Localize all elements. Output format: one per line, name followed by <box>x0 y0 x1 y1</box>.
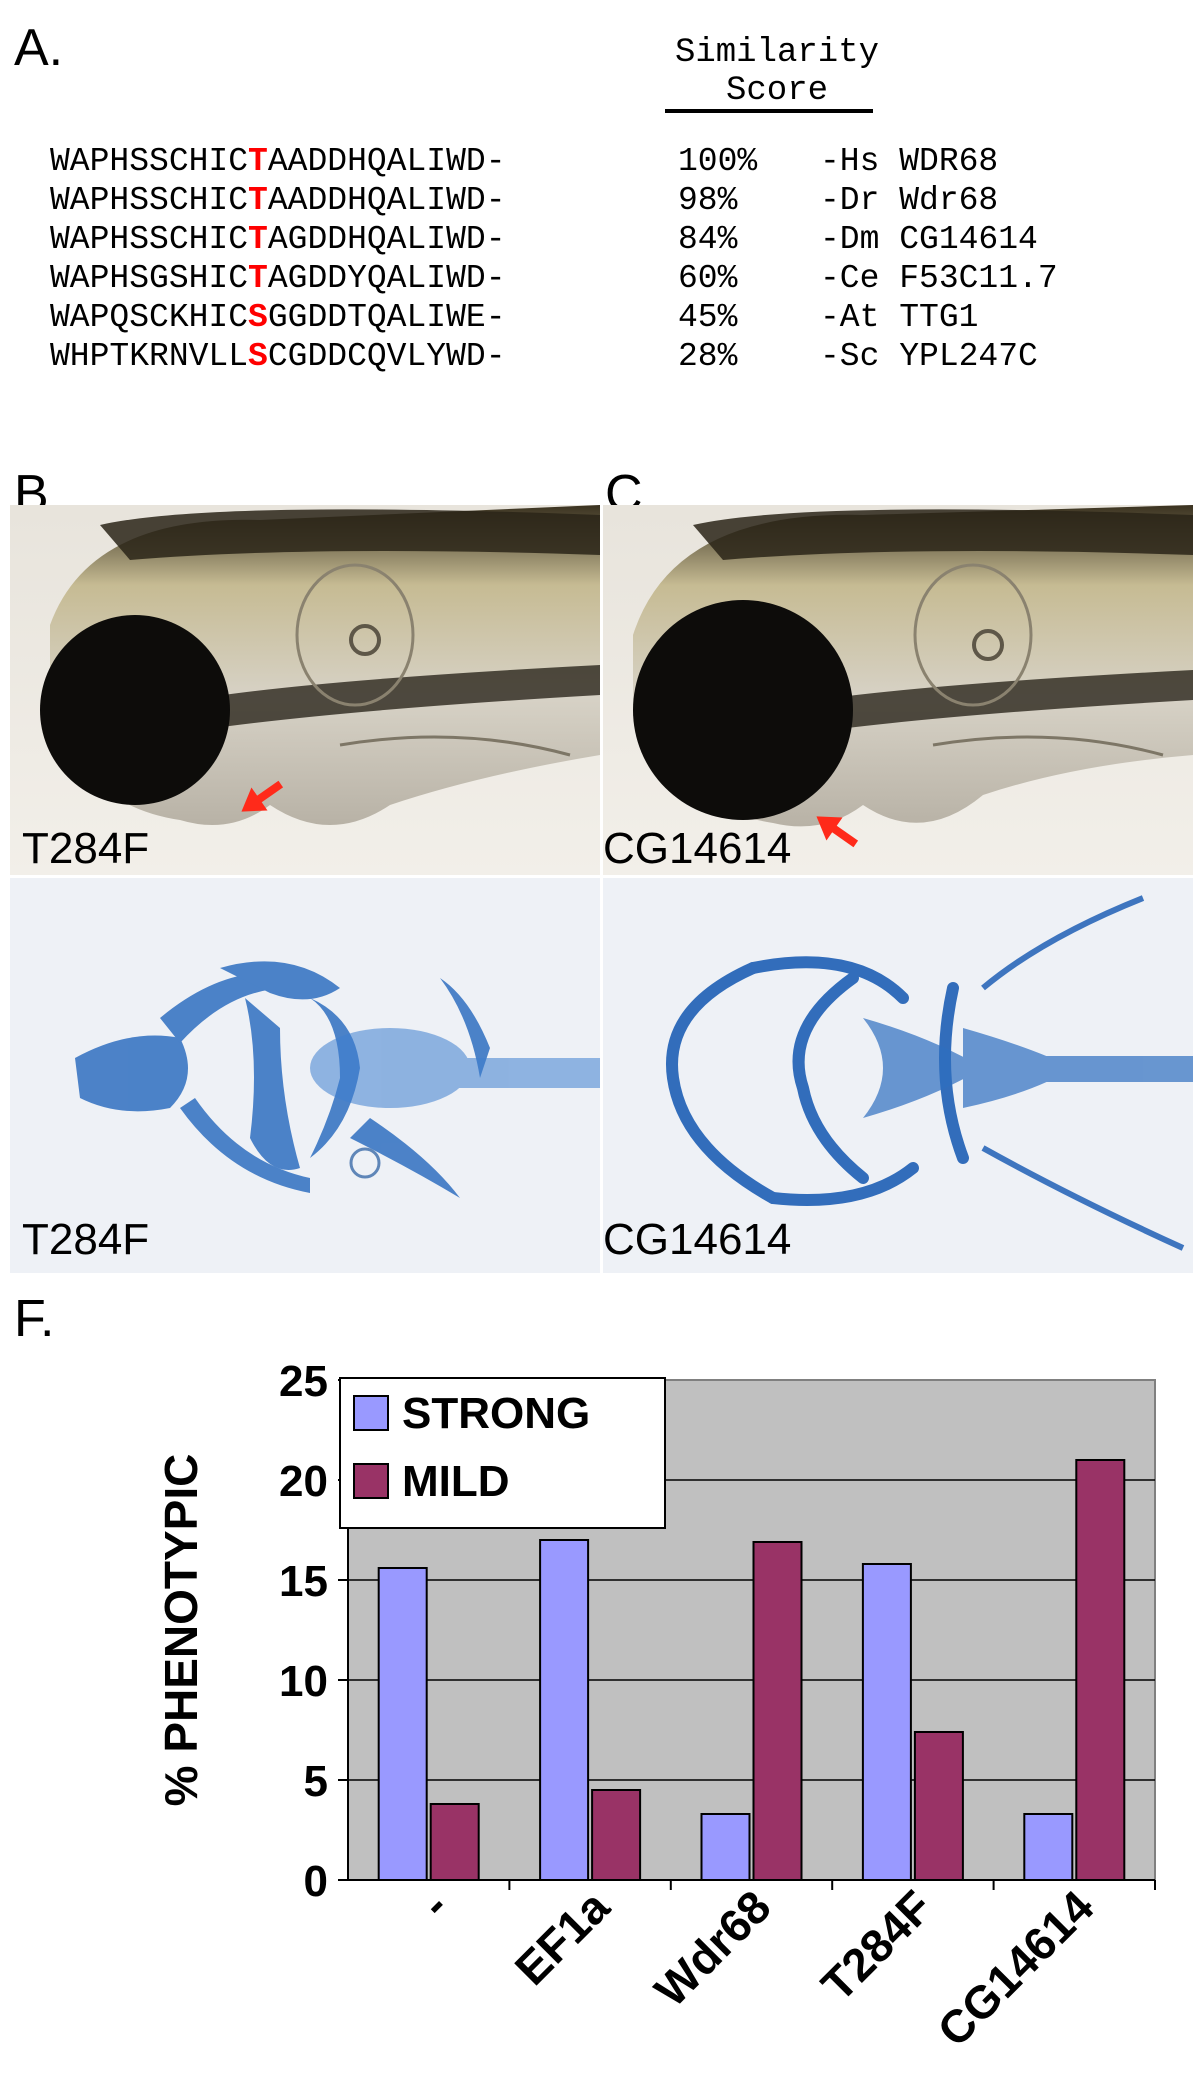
alignment-row: WAPQSCKHICSGGDDTQALIWE- 45% -At TTG1 <box>50 298 1058 337</box>
aligned-sequence: WAPHSGSHICTAGDDYQALIWD- <box>50 259 678 298</box>
y-tick-label: 10 <box>279 1657 328 1706</box>
y-axis-label: % PHENOTYPIC <box>155 1454 207 1807</box>
bar-mild <box>752 1541 803 1881</box>
sequence-suffix: AGDDYQALIWD- <box>267 260 506 297</box>
similarity-score-header: Similarity Score <box>612 34 942 110</box>
photo-b-label: T284F <box>22 824 150 873</box>
sequence-suffix: AADDHQALIWD- <box>267 182 506 219</box>
similarity-score: 28% <box>678 338 738 375</box>
aligned-sequence: WAPQSCKHICSGGDDTQALIWE- <box>50 298 678 337</box>
aligned-sequence: WAPHSSCHICTAGDDHQALIWD- <box>50 220 678 259</box>
sequence-prefix: WAPHSSCHIC <box>50 221 249 258</box>
cartilage-image-d <box>10 878 600 1273</box>
sequence-alignment: WAPHSSCHICTAADDHQALIWD- 100% -Hs WDR68 WAPH… <box>50 142 1058 376</box>
phenotype-bar-chart: 0 5 10 15 20 25 % PHENOTYPIC - EF1a Wdr68 T284FCG1… <box>155 1357 1156 2056</box>
photo-e-label: CG14614 <box>603 1215 792 1264</box>
photo-c-larva-cg14614: CG14614 <box>603 505 1193 875</box>
legend-swatch <box>353 1463 389 1499</box>
sequence-prefix: WAPQSCKHIC <box>50 299 249 336</box>
larva-image-c <box>603 505 1193 875</box>
score-header-line1: Similarity <box>674 34 880 72</box>
photo-e-cartilage-cg14614: CG14614 <box>603 878 1193 1273</box>
y-tick-label: 15 <box>279 1557 328 1606</box>
species-gene: -Dm CG14614 <box>820 221 1038 258</box>
highlighted-residue: T <box>248 260 268 297</box>
highlighted-residue: T <box>248 221 268 258</box>
alignment-row: WHPTKRNVLLSCGDDCQVLYWD- 28% -Sc YPL247C <box>50 337 1058 376</box>
highlighted-residue: S <box>248 338 268 375</box>
panel-a-label: A. <box>14 19 64 77</box>
y-tick-label: 20 <box>279 1457 328 1506</box>
alignment-row: WAPHSGSHICTAGDDYQALIWD- 60% -Ce F53C11.7 <box>50 259 1058 298</box>
bar-mild <box>591 1789 642 1881</box>
photo-d-label: T284F <box>22 1215 150 1264</box>
cartilage-image-e <box>603 878 1193 1273</box>
bar-mild <box>913 1731 964 1881</box>
sequence-suffix: GGDDTQALIWE- <box>267 299 506 336</box>
similarity-score: 84% <box>678 221 738 258</box>
sequence-prefix: WHPTKRNVLL <box>50 338 249 375</box>
photo-b-larva-t284f: T284F <box>10 505 600 875</box>
legend-label: STRONG <box>402 1389 590 1438</box>
bar-strong <box>700 1813 751 1881</box>
legend-box <box>339 1377 666 1529</box>
alignment-row: WAPHSSCHICTAADDHQALIWD- 98% -Dr Wdr68 <box>50 181 1058 220</box>
x-category-label: T284F <box>811 1880 942 2011</box>
species-gene: -At TTG1 <box>820 299 979 336</box>
x-category-label: - <box>410 1880 458 1928</box>
aligned-sequence: WAPHSSCHICTAADDHQALIWD- <box>50 142 678 181</box>
highlighted-residue: T <box>248 143 268 180</box>
similarity-score: 60% <box>678 260 738 297</box>
sequence-prefix: WAPHSSCHIC <box>50 143 249 180</box>
highlighted-residue: T <box>248 182 268 219</box>
bar-strong <box>861 1563 912 1881</box>
alignment-row: WAPHSSCHICTAGDDHQALIWD- 84% -Dm CG14614 <box>50 220 1058 259</box>
aligned-sequence: WAPHSSCHICTAADDHQALIWD- <box>50 181 678 220</box>
x-category-label: EF1a <box>505 1880 620 1995</box>
similarity-score: 98% <box>678 182 738 219</box>
photo-c-label: CG14614 <box>603 824 792 873</box>
sequence-suffix: CGDDCQVLYWD- <box>267 338 506 375</box>
bar-strong <box>377 1567 428 1881</box>
y-tick-label: 5 <box>304 1757 328 1806</box>
alignment-row: WAPHSSCHICTAADDHQALIWD- 100% -Hs WDR68 <box>50 142 1058 181</box>
y-tick-label: 0 <box>304 1857 328 1906</box>
similarity-score: 100% <box>678 143 758 180</box>
score-header-line2: Score <box>725 72 829 110</box>
panel-f-label: F. <box>14 1290 55 1348</box>
score-header-underline <box>665 109 873 113</box>
similarity-score: 45% <box>678 299 738 336</box>
bar-mild <box>429 1803 480 1881</box>
bar-strong <box>1023 1813 1074 1881</box>
species-gene: -Hs WDR68 <box>820 143 999 180</box>
photo-d-cartilage-t284f: T284F <box>10 878 600 1273</box>
aligned-sequence: WHPTKRNVLLSCGDDCQVLYWD- <box>50 337 678 376</box>
legend-swatch <box>353 1395 389 1431</box>
bar-strong <box>539 1539 590 1881</box>
sequence-prefix: WAPHSGSHIC <box>50 260 249 297</box>
larva-image-b <box>10 505 600 875</box>
sequence-suffix: AADDHQALIWD- <box>267 143 506 180</box>
species-gene: -Dr Wdr68 <box>820 182 999 219</box>
legend-label: MILD <box>402 1457 510 1506</box>
y-tick-label: 25 <box>279 1357 328 1406</box>
species-gene: -Ce F53C11.7 <box>820 260 1058 297</box>
sequence-suffix: AGDDHQALIWD- <box>267 221 506 258</box>
sequence-prefix: WAPHSSCHIC <box>50 182 249 219</box>
x-category-label: CG14614 <box>927 1880 1103 2056</box>
x-category-label: Wdr68 <box>644 1880 780 2016</box>
species-gene: -Sc YPL247C <box>820 338 1038 375</box>
highlighted-residue: S <box>248 299 268 336</box>
bar-mild <box>1075 1459 1126 1881</box>
